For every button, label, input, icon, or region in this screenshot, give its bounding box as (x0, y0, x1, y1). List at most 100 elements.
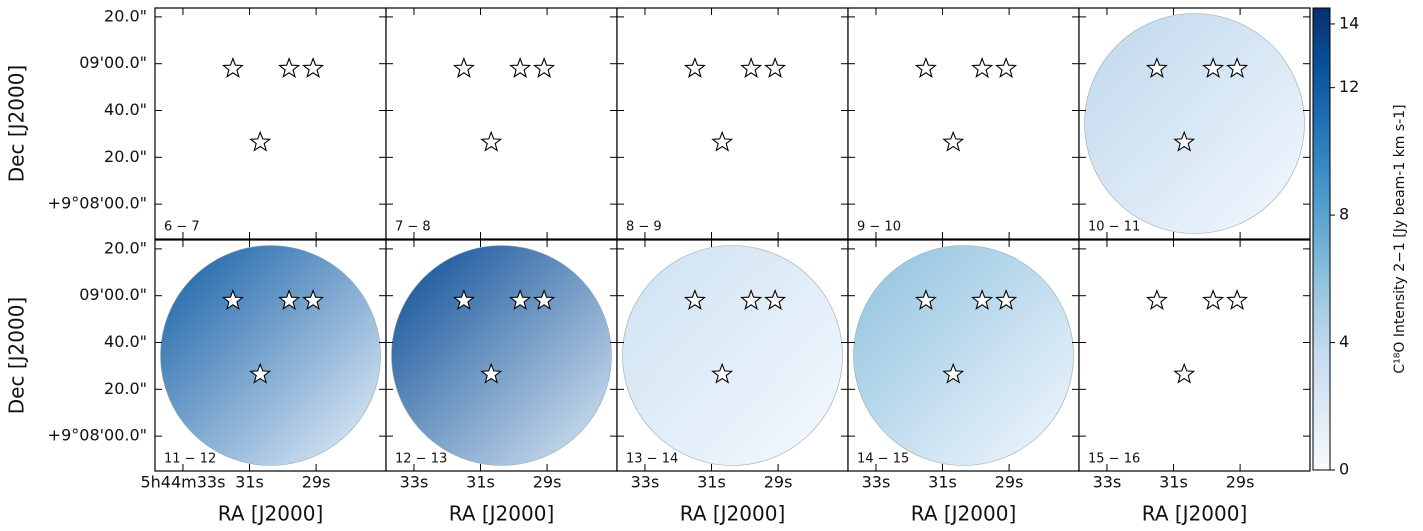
star (711, 130, 734, 152)
colorbar-tick-label: 4 (1339, 332, 1349, 351)
x-tick-label: 31s (1159, 473, 1188, 492)
star (764, 57, 787, 78)
panel-frame (617, 8, 848, 239)
emission-map (1084, 13, 1305, 234)
panel-border (1078, 239, 1311, 472)
star (533, 57, 556, 78)
star (914, 57, 937, 78)
panel: 33s 31s 29s 15 − 16 RA [J2000] (1078, 239, 1311, 526)
panel: 10 − 11 (1078, 7, 1311, 240)
panel: 9 − 10 (847, 7, 1080, 240)
colorbar (1312, 7, 1331, 471)
panel-frame (386, 8, 617, 239)
colorbar-tick-label: 8 (1339, 205, 1349, 224)
star (995, 289, 1018, 310)
x-axis-label: RA [J2000] (911, 502, 1017, 526)
colorbar-label: C¹⁸O Intensity 2−1 [Jy beam-1 km s-1] (1392, 104, 1408, 373)
panel: 7 − 8 (385, 7, 618, 240)
x-axis-label: RA [J2000] (449, 502, 555, 526)
panel-label: 6 − 7 (164, 220, 200, 235)
star (480, 130, 503, 152)
star (278, 289, 301, 310)
emission-map (622, 245, 843, 466)
panel-label: 7 − 8 (395, 220, 431, 235)
emission-map (391, 245, 612, 466)
star (480, 362, 503, 384)
emission-map (160, 245, 381, 466)
panel-frame (1079, 240, 1310, 471)
star (942, 130, 965, 152)
x-axis-label: RA [J2000] (1142, 502, 1248, 526)
x-tick-label: 33s (1093, 473, 1122, 492)
panel: 33s 31s 29s 14 − 15 RA [J2000] (847, 239, 1080, 526)
y-tick-label: 40.0" (104, 332, 147, 351)
x-tick-label: 29s (764, 473, 793, 492)
panel: 8 − 9 (616, 7, 849, 240)
star (942, 362, 965, 384)
star (1226, 57, 1249, 78)
star (533, 289, 556, 310)
star (740, 57, 763, 78)
colorbar-tick-label: 14 (1339, 13, 1359, 32)
star (509, 289, 532, 310)
star (302, 57, 325, 78)
panel-border (1078, 7, 1311, 240)
panel: 33s 31s 29s 13 − 14 RA [J2000] (616, 239, 849, 526)
x-axis-label: RA [J2000] (680, 502, 786, 526)
star (1173, 130, 1196, 152)
star (740, 289, 763, 310)
y-tick-label: 20.0" (104, 238, 147, 257)
panel-frame (155, 8, 386, 239)
star (452, 289, 475, 310)
x-tick-label: 31s (235, 473, 264, 492)
y-tick-label: 20.0" (104, 379, 147, 398)
star (764, 289, 787, 310)
star (302, 289, 325, 310)
panel-label: 14 − 15 (857, 452, 909, 467)
x-tick-label: 31s (466, 473, 495, 492)
star (1202, 289, 1225, 310)
x-tick-label: 33s (862, 473, 891, 492)
y-axis-label: Dec [J2000] (5, 297, 29, 414)
panel-label: 12 − 13 (395, 452, 447, 467)
panel: 33s 31s 29s 12 − 13 RA [J2000] (385, 239, 618, 526)
star (683, 57, 706, 78)
x-tick-label: 29s (995, 473, 1024, 492)
y-tick-label: 40.0" (104, 100, 147, 119)
panel-label: 8 − 9 (626, 220, 662, 235)
x-tick-label: 31s (928, 473, 957, 492)
x-tick-label: 33s (400, 473, 429, 492)
panel-label: 13 − 14 (626, 452, 678, 467)
panel: 5h44m33s 31s 29s 20.0" 09'00.0" 40.0" 20.0" +9°… (5, 238, 387, 526)
star (971, 57, 994, 78)
panel: 20.0" 09'00.0" 40.0" 20.0" +9°08'00.0" 6 − 7 D… (5, 6, 387, 240)
x-axis-label: RA [J2000] (218, 502, 324, 526)
y-tick-label: +9°08'00.0" (48, 426, 147, 445)
x-tick-label: 33s (631, 473, 660, 492)
star (1173, 362, 1196, 384)
panel-label: 9 − 10 (857, 220, 901, 235)
y-tick-label: 20.0" (104, 6, 147, 25)
panel-frame (848, 8, 1079, 239)
x-tick-label: 29s (533, 473, 562, 492)
panel-label: 11 − 12 (164, 452, 216, 467)
x-tick-label: 5h44m33s (140, 473, 225, 492)
y-tick-label: 09'00.0" (79, 285, 147, 304)
star (995, 57, 1018, 78)
y-axis-label: Dec [J2000] (5, 65, 29, 182)
star (249, 130, 272, 152)
star (221, 289, 244, 310)
x-tick-label: 31s (697, 473, 726, 492)
panel-label: 10 − 11 (1088, 220, 1140, 235)
star (1226, 289, 1249, 310)
y-tick-label: 09'00.0" (79, 53, 147, 72)
star (509, 57, 532, 78)
star (971, 289, 994, 310)
star (221, 57, 244, 78)
emission-map (853, 245, 1074, 466)
star (278, 57, 301, 78)
x-tick-label: 29s (1226, 473, 1255, 492)
star (711, 362, 734, 384)
y-tick-label: +9°08'00.0" (48, 194, 147, 213)
